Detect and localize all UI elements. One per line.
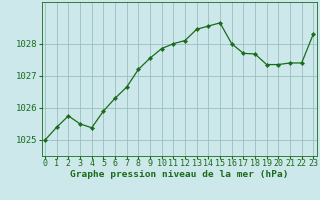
X-axis label: Graphe pression niveau de la mer (hPa): Graphe pression niveau de la mer (hPa) <box>70 170 288 179</box>
